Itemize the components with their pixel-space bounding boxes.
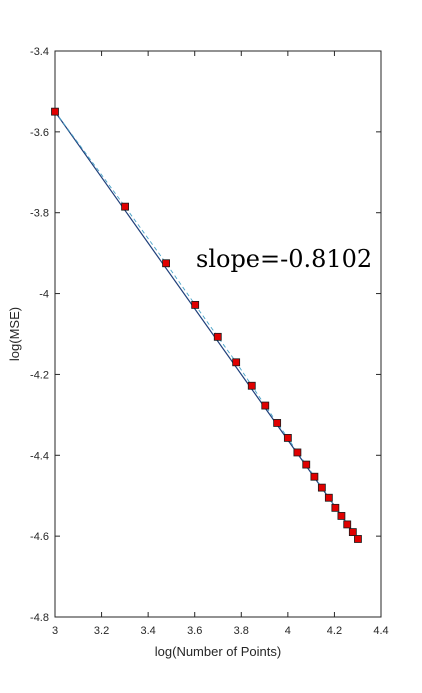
y-tick-label: -4.2 [30, 369, 49, 381]
y-tick-label: -4.4 [30, 450, 49, 462]
data-point [213, 332, 222, 341]
x-tick-label: 3.6 [187, 625, 202, 637]
y-axis-label: log(MSE) [7, 307, 22, 361]
x-tick-label: 3 [52, 625, 58, 637]
data-point [302, 460, 311, 469]
data-point [337, 512, 346, 520]
y-tick-label: -3.6 [30, 127, 49, 139]
x-axis-label: log(Number of Points) [155, 644, 281, 659]
data-point [354, 535, 362, 543]
data-point [283, 434, 292, 442]
data-point [331, 503, 340, 512]
data-point [343, 520, 352, 529]
y-tick-label: -4 [39, 289, 49, 301]
x-tick-label: 4.2 [327, 625, 342, 637]
data-point [317, 483, 326, 492]
data-point [261, 401, 270, 410]
data-point [293, 448, 302, 457]
y-tick-label: -4.8 [30, 612, 49, 624]
data-point [310, 472, 319, 481]
data-point [348, 528, 357, 536]
data-points [51, 107, 362, 543]
x-tick-label: 4 [285, 625, 291, 637]
data-point [324, 493, 333, 502]
data-point [121, 202, 129, 211]
slope-annotation: slope=-0.8102 [196, 245, 372, 273]
y-axis-ticks: -3.4 -3.6 -3.8 -4 -4.2 -4.4 -4.6 -4.8 [30, 46, 381, 624]
x-tick-label: 3.2 [94, 625, 109, 637]
data-point [191, 300, 200, 309]
data-point [51, 107, 59, 116]
y-tick-label: -4.6 [30, 531, 49, 543]
y-tick-label: -3.4 [30, 46, 49, 58]
data-point [232, 358, 241, 367]
y-tick-label: -3.8 [30, 208, 49, 220]
x-tick-label: 3.4 [140, 625, 155, 637]
x-tick-label: 4.4 [373, 625, 388, 637]
x-axis-ticks: 3 3.2 3.4 3.6 3.8 4 4.2 4.4 [52, 51, 389, 637]
x-tick-label: 3.8 [234, 625, 249, 637]
data-point [247, 381, 256, 390]
data-point [273, 419, 282, 427]
data-point [162, 259, 170, 268]
